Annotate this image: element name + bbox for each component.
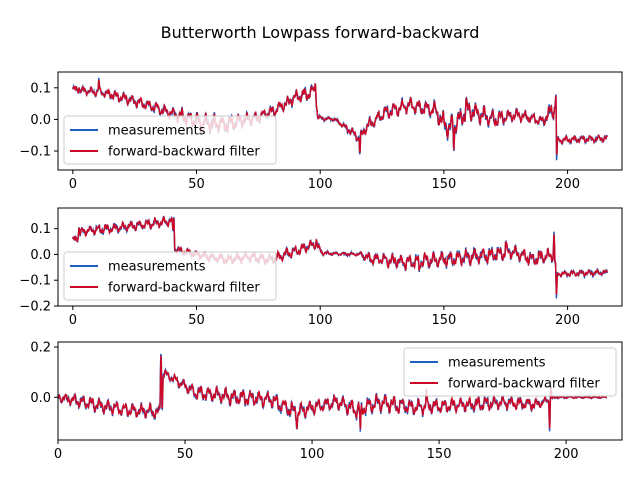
legend-box — [63, 115, 277, 165]
x-tick-label: 150 — [431, 177, 456, 192]
axes-frame — [57, 341, 623, 441]
x-tick-label: 100 — [308, 313, 333, 328]
y-tick-label: 0.0 — [30, 391, 51, 406]
legend-label: measurements — [108, 124, 206, 139]
legend-box — [403, 347, 617, 397]
x-tick-label: 100 — [308, 177, 333, 192]
series-filtered-line — [72, 79, 608, 155]
x-tick-label: 200 — [554, 447, 579, 462]
y-tick-label: 0.2 — [30, 341, 51, 356]
legend-label: measurements — [108, 260, 206, 275]
x-tick-label: 200 — [555, 313, 580, 328]
y-tick-label: −0.1 — [19, 145, 51, 160]
legend: measurements forward-backward filter — [63, 115, 277, 165]
y-tick-label: 0.1 — [30, 222, 51, 237]
x-tick-label: 50 — [188, 177, 205, 192]
axes-frame — [57, 207, 623, 307]
subplot-1: 0 50 100 150 200 0.1 0.0 −0.1 measurements forwar… — [19, 71, 623, 192]
series-filtered-line — [58, 355, 608, 430]
legend-label: forward-backward filter — [448, 377, 600, 392]
y-tick-label: −0.2 — [19, 300, 51, 315]
legend-label: forward-backward filter — [108, 145, 260, 160]
subplot-3: 0 50 100 150 200 0.2 0.0 measurements forward-ba… — [30, 341, 623, 462]
legend: measurements forward-backward filter — [63, 251, 277, 301]
x-tick-label: 150 — [427, 447, 452, 462]
legend-label: measurements — [448, 356, 546, 371]
legend: measurements forward-backward filter — [403, 347, 617, 397]
series-filtered-line — [72, 215, 608, 295]
x-tick-label: 0 — [69, 313, 77, 328]
figure-title: Butterworth Lowpass forward-backward — [161, 23, 480, 42]
x-tick-label: 50 — [188, 313, 205, 328]
y-tick-label: 0.0 — [30, 248, 51, 263]
x-tick-label: 150 — [431, 313, 456, 328]
y-tick-label: −0.1 — [19, 274, 51, 289]
axes-frame — [57, 71, 623, 171]
x-tick-label: 200 — [555, 177, 580, 192]
y-tick-label: 0.0 — [30, 113, 51, 128]
y-tick-label: 0.1 — [30, 81, 51, 96]
x-tick-label: 100 — [300, 447, 325, 462]
x-tick-label: 0 — [54, 447, 62, 462]
legend-label: forward-backward filter — [108, 281, 260, 296]
x-tick-label: 0 — [69, 177, 77, 192]
x-tick-label: 50 — [177, 447, 194, 462]
legend-box — [63, 251, 277, 301]
subplot-2: 0 50 100 150 200 0.1 0.0 −0.1 −0.2 measurements fo… — [19, 207, 623, 328]
